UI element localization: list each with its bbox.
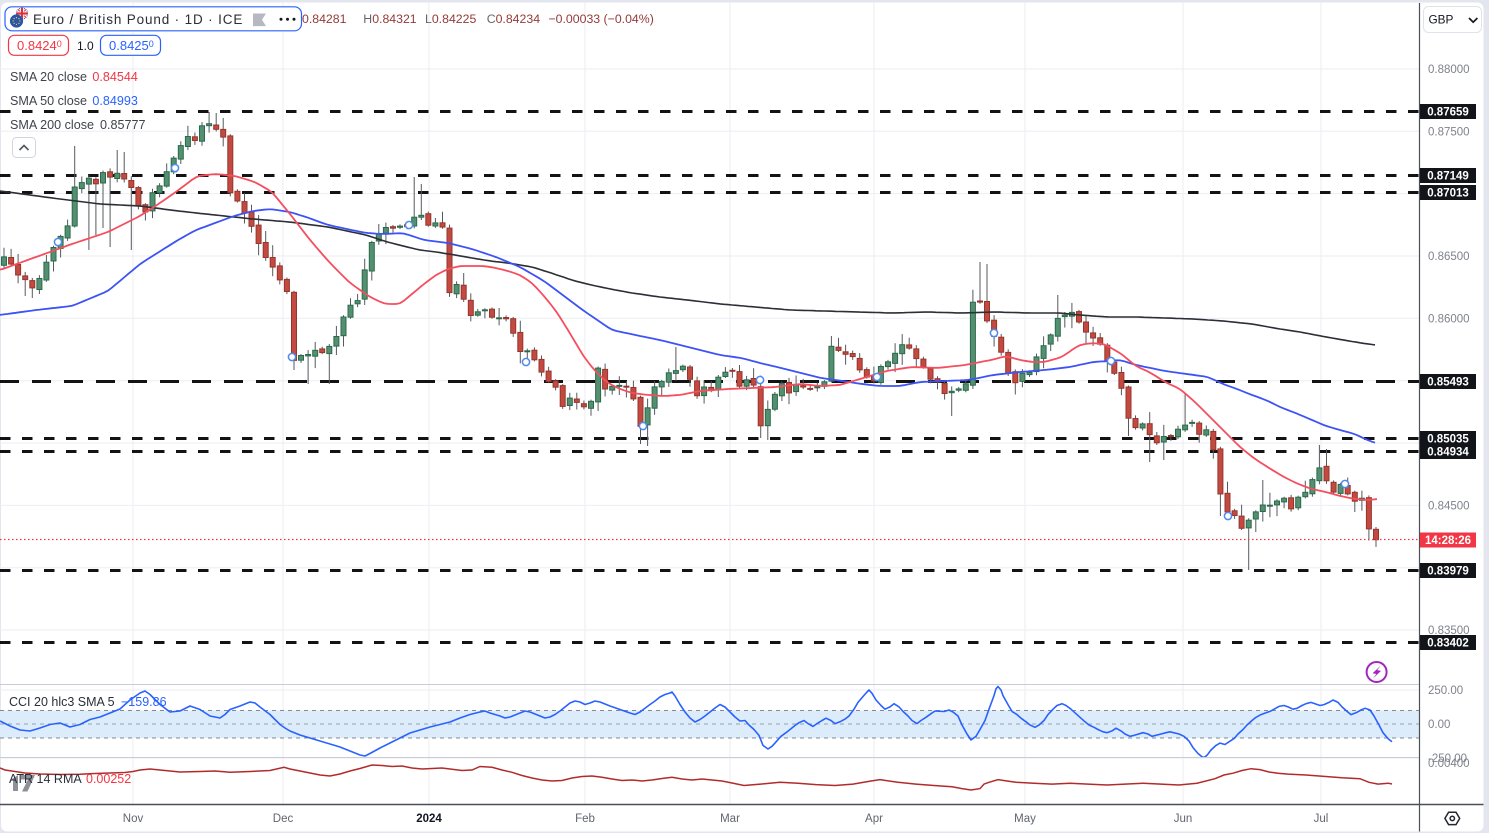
svg-text:0.00: 0.00 [1428, 719, 1450, 731]
svg-text:0.86500: 0.86500 [1428, 251, 1470, 263]
svg-text:250.00: 250.00 [1428, 685, 1463, 697]
svg-text:0.85777: 0.85777 [100, 118, 146, 132]
svg-text:May: May [1014, 813, 1036, 825]
svg-text:0.83500: 0.83500 [1428, 625, 1470, 637]
svg-text:2024: 2024 [416, 813, 442, 825]
svg-text:SMA 200 close: SMA 200 close [10, 118, 94, 132]
svg-text:Nov: Nov [123, 813, 144, 825]
svg-text:Feb: Feb [575, 813, 595, 825]
svg-text:1.0: 1.0 [77, 39, 94, 53]
svg-text:CCI 20 hlc3 SMA 5: CCI 20 hlc3 SMA 5 [9, 695, 115, 709]
svg-text:-250.00: -250.00 [1428, 753, 1467, 765]
svg-text:0.85493: 0.85493 [1427, 377, 1469, 389]
svg-text:0.83402: 0.83402 [1427, 638, 1469, 650]
svg-text:ATR 14 RMA: ATR 14 RMA [9, 772, 82, 786]
svg-text:Apr: Apr [865, 813, 883, 825]
svg-text:Jun: Jun [1174, 813, 1193, 825]
svg-text:0.87149: 0.87149 [1427, 171, 1469, 183]
svg-text:0.87500: 0.87500 [1428, 126, 1470, 138]
svg-text:GBP: GBP [1429, 13, 1454, 27]
svg-text:14:28:26: 14:28:26 [1425, 535, 1471, 547]
svg-text:Euro / British Pound · 1D · IC: Euro / British Pound · 1D · ICE [33, 12, 243, 27]
svg-text:0.84544: 0.84544 [92, 70, 138, 84]
svg-text:Jul: Jul [1314, 813, 1329, 825]
svg-text:0.86000: 0.86000 [1428, 313, 1470, 325]
svg-text:SMA 50 close: SMA 50 close [10, 94, 87, 108]
svg-text:0.84250: 0.84250 [109, 38, 154, 53]
svg-text:−159.86: −159.86 [121, 695, 167, 709]
svg-text:SMA 20 close: SMA 20 close [10, 70, 87, 84]
svg-text:0.84500: 0.84500 [1428, 500, 1470, 512]
svg-text:0.87659: 0.87659 [1427, 107, 1469, 119]
svg-text:0.87013: 0.87013 [1427, 188, 1469, 200]
svg-text:0.84240: 0.84240 [17, 38, 62, 53]
svg-text:Mar: Mar [720, 813, 740, 825]
svg-text:0.84934: 0.84934 [1427, 447, 1469, 459]
svg-text:0.85035: 0.85035 [1427, 434, 1469, 446]
svg-text:0.84993: 0.84993 [92, 94, 138, 108]
svg-text:0.00252: 0.00252 [86, 772, 131, 786]
svg-text:0.88000: 0.88000 [1428, 64, 1470, 76]
svg-text:0.00400: 0.00400 [1428, 758, 1470, 770]
svg-text:Dec: Dec [273, 813, 294, 825]
svg-text:0.83979: 0.83979 [1427, 566, 1469, 578]
